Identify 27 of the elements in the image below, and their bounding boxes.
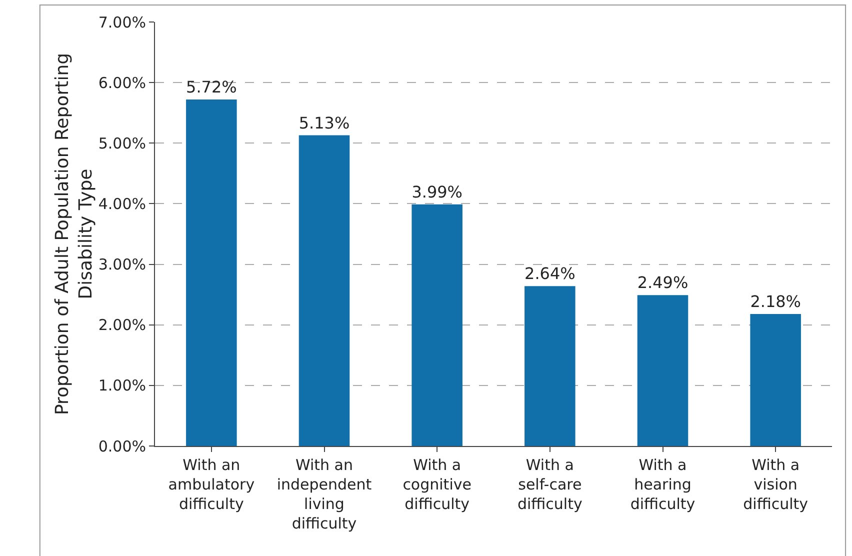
data-label: 2.64% [524,264,576,284]
y-tick-label: 5.00% [98,134,146,152]
x-tick-label: With a vision difficulty [743,456,808,513]
y-tick-label: 0.00% [98,437,146,456]
x-tick-label: With an independent living difficulty [276,456,372,532]
y-tick-label: 1.00% [98,376,146,395]
y-axis-title: Proportion of Adult Population Reporting Disability Type [52,52,96,416]
bar [637,295,688,446]
data-label: 3.99% [412,182,462,202]
y-tick-label: 3.00% [98,256,146,274]
bar [298,135,350,446]
data-label: 2.49% [637,273,688,292]
x-tick-label: With an ambulatory difficulty [168,456,255,513]
data-label: 5.13% [298,113,350,132]
bar [412,204,462,446]
y-tick-label: 2.00% [98,316,146,334]
x-tick-label: With a cognitive difficulty [402,456,472,513]
data-label: 5.72% [186,78,237,97]
x-tick-label: With a self-care difficulty [517,456,582,513]
data-label: 2.18% [750,292,801,311]
x-tick-label: With a hearing difficulty [630,456,696,513]
bar [524,286,576,446]
y-tick-label: 6.00% [98,74,146,92]
y-tick-label: 4.00% [98,194,146,213]
y-tick-label: 7.00% [98,13,146,32]
bar [750,314,801,446]
bar [186,100,237,446]
